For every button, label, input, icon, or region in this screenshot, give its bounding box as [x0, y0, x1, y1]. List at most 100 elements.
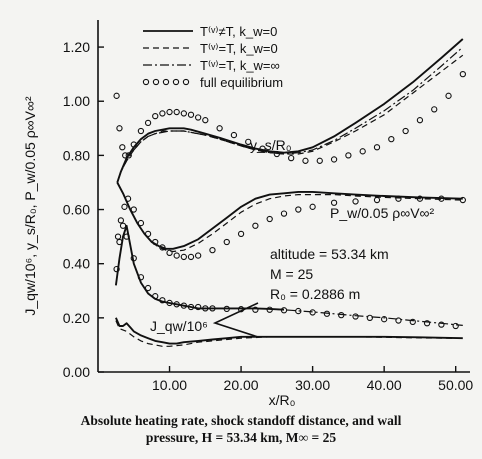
- data-point: [216, 125, 223, 132]
- data-point: [280, 307, 288, 314]
- annotation-cond-mach: M = 25: [270, 266, 313, 282]
- data-point: [187, 303, 195, 311]
- data-point: [187, 111, 195, 118]
- y-ticks: 0.00 0.20 0.40 0.60 0.80 1.00 1.20: [63, 39, 104, 380]
- data-point: [137, 127, 145, 135]
- data-point: [423, 320, 431, 327]
- data-point: [431, 106, 438, 113]
- data-point: [459, 196, 466, 204]
- data-point: [252, 222, 259, 229]
- legend-circle: [172, 78, 180, 86]
- data-point: [202, 117, 209, 124]
- data-point: [187, 253, 195, 261]
- data-point: [459, 71, 466, 78]
- data-point: [452, 322, 459, 330]
- data-point: [195, 114, 202, 121]
- annotation-ys: y_s/R₀: [250, 137, 292, 153]
- data-point: [180, 110, 187, 117]
- series-jqw_lower-dashed: [115, 320, 463, 347]
- data-point: [119, 144, 126, 151]
- data-point: [124, 195, 132, 202]
- data-point: [159, 110, 166, 117]
- data-point: [117, 217, 125, 224]
- plot-area: [113, 38, 466, 347]
- data-point: [180, 253, 187, 261]
- data-point: [316, 157, 323, 164]
- data-point: [166, 249, 173, 257]
- data-point: [373, 144, 381, 151]
- data-point: [416, 195, 424, 202]
- data-point: [252, 306, 259, 313]
- data-point: [309, 203, 316, 210]
- legend: T⁽ᵛ⁾≠T, k_w=0 T⁽ᵛ⁾=T, k_w=0 T⁽ᵛ⁾=T, k_w=…: [142, 24, 283, 90]
- series-ys-dashed: [116, 54, 464, 183]
- annotation-jqw: J_qw/10⁶: [150, 318, 208, 334]
- data-point: [245, 138, 252, 145]
- legend-circle: [142, 78, 150, 86]
- x-tick-label: 20.00: [224, 377, 259, 393]
- annotation-cond-altitude: altitude = 53.34 km: [270, 246, 389, 262]
- y-tick-label: 0.20: [63, 310, 90, 326]
- legend-circle: [162, 78, 170, 86]
- data-point: [381, 316, 388, 323]
- data-point: [302, 157, 309, 164]
- data-point: [144, 230, 152, 238]
- data-point: [114, 233, 122, 240]
- data-point: [295, 206, 302, 213]
- y-tick-label: 1.20: [63, 39, 90, 55]
- x-tick-label: 40.00: [367, 377, 402, 393]
- data-point: [395, 195, 402, 202]
- data-point: [330, 199, 338, 206]
- data-point: [166, 108, 173, 116]
- data-point: [352, 198, 359, 205]
- data-point: [137, 219, 145, 227]
- data-point: [309, 309, 316, 316]
- data-point: [180, 302, 187, 309]
- data-point: [223, 305, 230, 313]
- data-point: [352, 313, 359, 320]
- series-pw-dashed: [116, 182, 463, 253]
- annotation-cond-radius: R₀ = 0.2886 m: [270, 286, 360, 302]
- x-axis-label: x/R₀: [269, 392, 296, 408]
- y-tick-label: 0.00: [63, 364, 90, 380]
- figure-caption: Absolute heating rate, shock standoff di…: [20, 412, 462, 446]
- data-point: [119, 222, 127, 229]
- legend-label-dashdot: T⁽ᵛ⁾=T, k_w=∞: [200, 58, 280, 73]
- data-point: [395, 317, 402, 324]
- data-point: [209, 305, 216, 312]
- data-point: [202, 305, 209, 312]
- caption-line-2: pressure, H = 53.34 km, M∞ = 25: [145, 430, 337, 445]
- data-point: [373, 196, 381, 204]
- y-tick-label: 0.80: [63, 147, 90, 163]
- data-point: [266, 306, 273, 313]
- data-point: [273, 150, 280, 158]
- annotation-jqw-pointer: [212, 302, 259, 338]
- data-point: [159, 244, 166, 251]
- data-point: [366, 314, 373, 321]
- data-point: [266, 215, 273, 223]
- data-point: [125, 152, 132, 159]
- data-point: [113, 92, 120, 99]
- x-tick-label: 50.00: [438, 377, 473, 393]
- x-ticks: 10.00 20.00 30.00 40.00 50.00: [152, 366, 473, 393]
- data-point: [323, 310, 331, 317]
- data-point: [416, 117, 424, 124]
- axes: [97, 20, 470, 373]
- series-ys-circles: [113, 71, 466, 164]
- annotation-pw: P_w/0.05 ρ∞V∞²: [330, 205, 435, 221]
- x-tick-label: 10.00: [152, 377, 187, 393]
- data-point: [130, 206, 137, 213]
- series-pw-circles: [114, 195, 466, 261]
- data-point: [195, 303, 202, 311]
- series-jqw_upper-circles: [113, 222, 459, 330]
- legend-label-circles: full equilibrium: [200, 75, 283, 90]
- data-point: [152, 112, 159, 120]
- data-point: [295, 307, 302, 315]
- series-pw-solid: [116, 182, 463, 250]
- data-point: [173, 252, 180, 259]
- data-point: [288, 154, 295, 162]
- data-point: [173, 301, 180, 308]
- data-point: [113, 265, 120, 273]
- legend-circle: [152, 78, 160, 86]
